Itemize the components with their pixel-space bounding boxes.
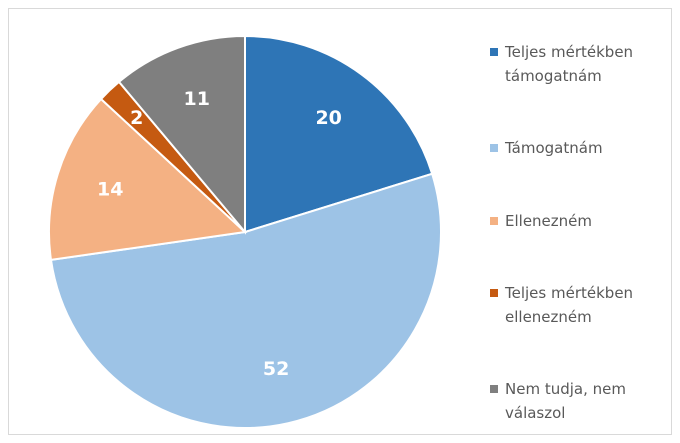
legend-swatch xyxy=(490,216,498,225)
pie-slice xyxy=(244,34,434,234)
legend-swatch xyxy=(490,385,498,393)
legend-swatch xyxy=(490,288,498,297)
legend-swatch xyxy=(490,48,498,56)
legend-label: Nem tudja, nem válaszol xyxy=(505,380,626,422)
legend-item: Teljes mértékben támogatnám xyxy=(490,40,665,88)
data-label: 2 xyxy=(130,107,143,129)
legend-label: Támogatnám xyxy=(505,139,603,158)
legend-item: Nem tudja, nem válaszol xyxy=(490,377,665,425)
legend-item: Támogatnám xyxy=(490,136,665,160)
data-label: 14 xyxy=(97,179,123,201)
data-label: 52 xyxy=(263,358,289,380)
data-label: 11 xyxy=(184,88,210,110)
legend-item: Ellenezném xyxy=(490,209,665,233)
pie-slice xyxy=(49,172,442,429)
legend-label: Ellenezném xyxy=(505,211,592,230)
legend-item: Teljes mértékben ellenezném xyxy=(490,281,665,329)
pie-slice xyxy=(117,34,246,235)
data-label: 20 xyxy=(315,107,341,129)
pie-slice xyxy=(48,97,248,262)
legend-swatch xyxy=(490,144,498,153)
chart-frame xyxy=(8,8,672,435)
legend-label: Teljes mértékben támogatnám xyxy=(505,43,634,85)
legend-label: Teljes mértékben ellenezném xyxy=(505,283,634,326)
legend: Teljes mértékben támogatnám Támogatnám Ell… xyxy=(490,40,665,425)
